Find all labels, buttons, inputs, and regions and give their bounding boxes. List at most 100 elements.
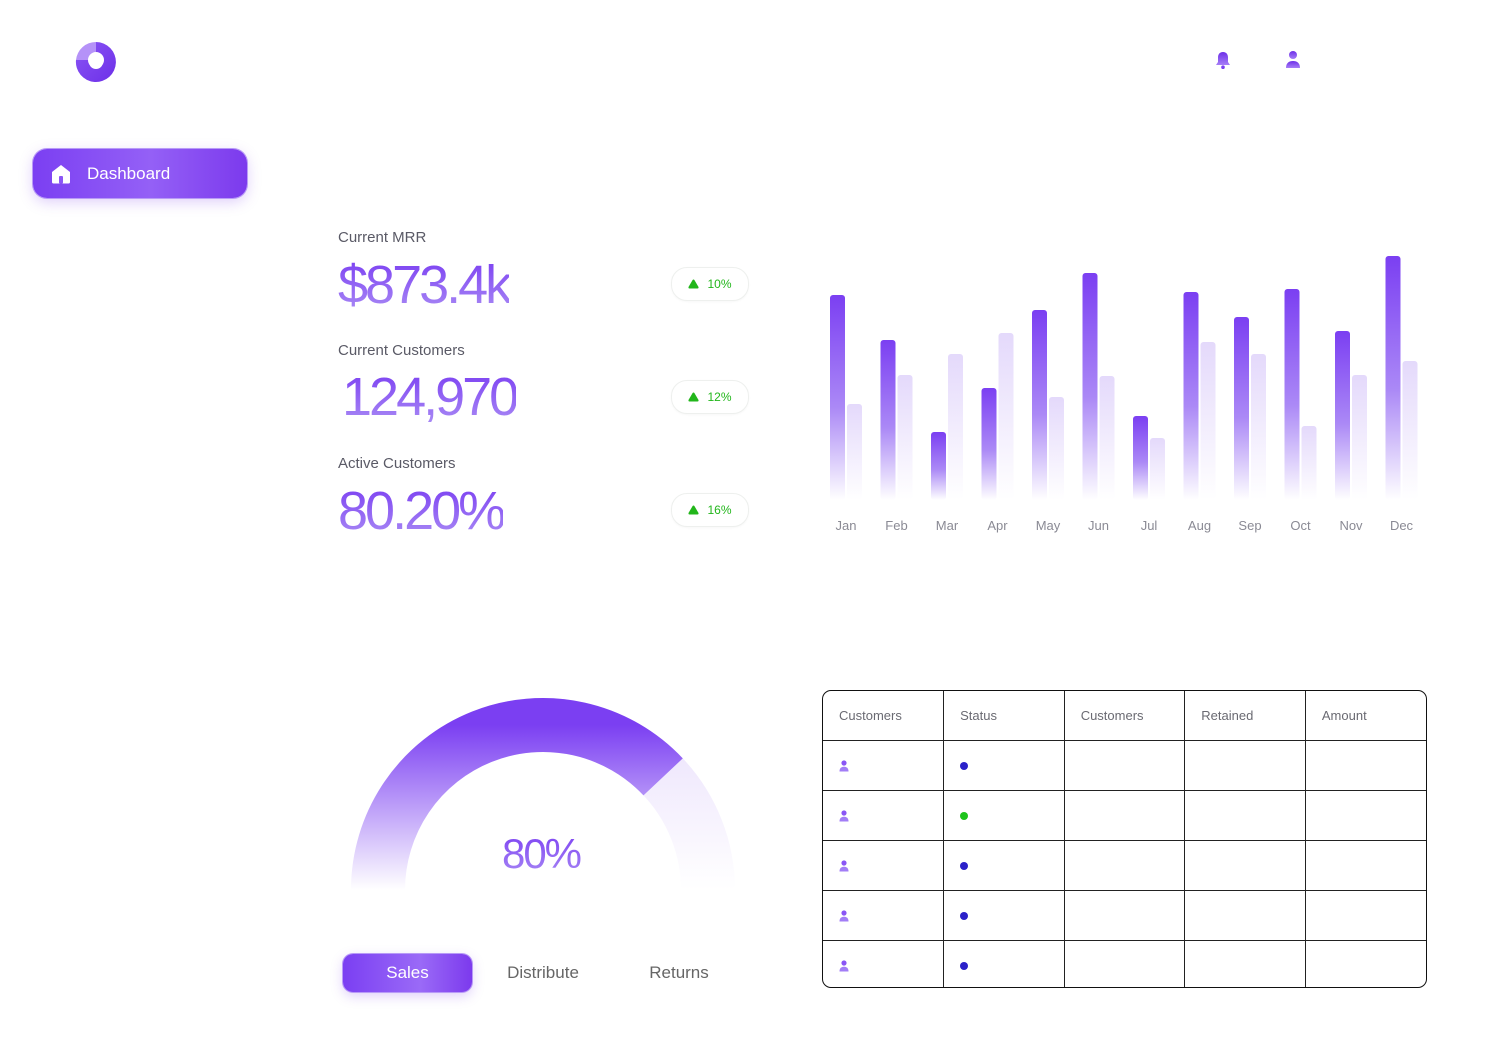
brand-logo-icon bbox=[75, 41, 116, 82]
cell-amount bbox=[1304, 840, 1426, 891]
bar-feb-series-2 bbox=[897, 375, 913, 500]
monthly-bar-chart: Jan Feb Mar Apr May Jun Jul Aug Sep Oct Nov Dec bbox=[830, 256, 1418, 533]
table-header-row: Customers Status Customers Retained Amou… bbox=[823, 691, 1426, 741]
cell-customer bbox=[823, 740, 945, 791]
cell-status bbox=[943, 840, 1065, 891]
status-dot-blue bbox=[960, 961, 969, 970]
bar-jan-series-2 bbox=[847, 404, 862, 500]
bar-apr-series-2 bbox=[998, 333, 1014, 500]
status-dot-green bbox=[960, 811, 969, 820]
cell-amount bbox=[1304, 890, 1426, 941]
home-icon bbox=[52, 164, 70, 183]
table-row[interactable] bbox=[823, 840, 1426, 891]
table-row[interactable] bbox=[823, 790, 1426, 841]
person-icon bbox=[839, 809, 849, 821]
sidebar-item-dashboard[interactable]: Dashboard bbox=[33, 149, 247, 198]
cell-customer bbox=[823, 790, 945, 841]
bar-apr-series-1 bbox=[981, 388, 997, 500]
sidebar-item-label: Dashboard bbox=[87, 163, 171, 183]
kpi-change-text: 10% bbox=[707, 277, 732, 291]
sales-gauge bbox=[351, 698, 735, 890]
cell-status bbox=[943, 940, 1065, 987]
cell-status bbox=[943, 740, 1065, 791]
column-header-customers[interactable]: Customers bbox=[823, 691, 945, 741]
user-icon[interactable] bbox=[1284, 50, 1302, 70]
x-tick-label: Aug bbox=[1188, 518, 1211, 533]
bar-aug-series-1 bbox=[1183, 292, 1199, 500]
arrow-up-icon bbox=[688, 505, 700, 515]
gauge-fill bbox=[351, 698, 683, 890]
bar-feb-series-1 bbox=[880, 340, 896, 500]
cell-retained bbox=[1184, 940, 1306, 987]
bar-mar-series-1 bbox=[931, 432, 946, 500]
bar-nov-series-2 bbox=[1352, 375, 1367, 500]
bar-dec-series-2 bbox=[1402, 361, 1418, 500]
bar-oct-series-2 bbox=[1301, 426, 1317, 500]
person-icon bbox=[839, 959, 849, 971]
chart-bars bbox=[830, 256, 1418, 500]
bar-oct-series-1 bbox=[1284, 289, 1300, 500]
column-header-retained[interactable]: Retained bbox=[1184, 691, 1306, 741]
arrow-up-icon bbox=[688, 279, 700, 289]
bar-jan-series-1 bbox=[830, 295, 845, 500]
cell-customers bbox=[1063, 840, 1186, 891]
cell-status bbox=[943, 790, 1065, 841]
bell-icon[interactable] bbox=[1213, 50, 1233, 70]
bar-dec-series-1 bbox=[1385, 256, 1401, 500]
kpi-change-text: 12% bbox=[707, 390, 732, 404]
bar-may-series-2 bbox=[1049, 397, 1064, 500]
status-dot-blue bbox=[960, 861, 969, 870]
bar-jun-series-2 bbox=[1099, 376, 1115, 500]
kpi-customers-value: 124,970 bbox=[342, 367, 519, 427]
cell-amount bbox=[1304, 740, 1426, 791]
cell-customer bbox=[823, 840, 945, 891]
bar-mar-series-2 bbox=[948, 354, 963, 500]
kpi-change-text: 16% bbox=[707, 503, 732, 517]
x-tick-label: Sep bbox=[1238, 518, 1261, 533]
x-tick-label: Dec bbox=[1390, 518, 1414, 533]
chart-x-axis-labels: Jan Feb Mar Apr May Jun Jul Aug Sep Oct Nov Dec bbox=[836, 518, 1414, 533]
cell-retained bbox=[1184, 740, 1306, 791]
bar-may-series-1 bbox=[1032, 310, 1047, 500]
x-tick-label: Apr bbox=[987, 518, 1008, 533]
tab-sales[interactable]: Sales bbox=[343, 954, 472, 992]
column-header-amount[interactable]: Amount bbox=[1304, 691, 1426, 741]
table-row[interactable] bbox=[823, 740, 1426, 791]
kpi-mrr-value: $873.4k bbox=[338, 255, 512, 315]
kpi-customers-label: Current Customers bbox=[338, 342, 465, 359]
kpi-customers-change-badge: 12% bbox=[671, 380, 749, 414]
cell-retained bbox=[1184, 890, 1306, 941]
status-dot-blue bbox=[960, 911, 969, 920]
cell-customers bbox=[1063, 740, 1186, 791]
bar-nov-series-1 bbox=[1335, 331, 1350, 500]
cell-customer bbox=[823, 940, 945, 987]
bar-sep-series-1 bbox=[1234, 317, 1249, 500]
tab-distribute[interactable]: Distribute bbox=[507, 963, 579, 982]
cell-customers bbox=[1063, 890, 1186, 941]
cell-status bbox=[943, 890, 1065, 941]
x-tick-label: Mar bbox=[936, 518, 959, 533]
arrow-up-icon bbox=[688, 392, 700, 402]
table-row[interactable] bbox=[823, 890, 1426, 941]
kpi-active-label: Active Customers bbox=[338, 455, 456, 472]
column-header-status[interactable]: Status bbox=[943, 691, 1065, 741]
x-tick-label: Jun bbox=[1088, 518, 1109, 533]
cell-amount bbox=[1304, 940, 1426, 987]
x-tick-label: Oct bbox=[1290, 518, 1311, 533]
cell-customers bbox=[1063, 790, 1186, 841]
column-header-customers-2[interactable]: Customers bbox=[1063, 691, 1186, 741]
bar-aug-series-2 bbox=[1200, 342, 1216, 500]
gauge-value: 80% bbox=[441, 830, 641, 878]
kpi-active-change-badge: 16% bbox=[671, 493, 749, 527]
cell-retained bbox=[1184, 840, 1306, 891]
customers-table: Customers Status Customers Retained Amou… bbox=[822, 690, 1427, 988]
table-row[interactable] bbox=[823, 940, 1426, 987]
tab-returns[interactable]: Returns bbox=[649, 963, 709, 982]
bar-jul-series-1 bbox=[1133, 416, 1148, 500]
kpi-mrr-label: Current MRR bbox=[338, 229, 427, 246]
person-icon bbox=[839, 859, 849, 871]
x-tick-label: Jan bbox=[836, 518, 857, 533]
bar-jul-series-2 bbox=[1150, 438, 1165, 500]
kpi-mrr-change-badge: 10% bbox=[671, 267, 749, 301]
kpi-active-value: 80.20% bbox=[338, 481, 506, 541]
